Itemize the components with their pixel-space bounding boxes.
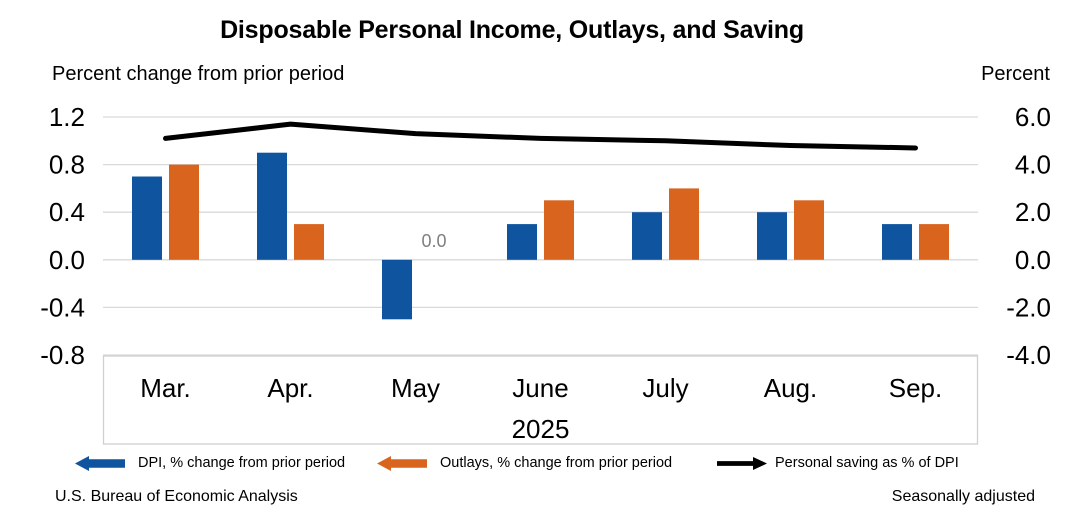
category-axis-box	[102, 355, 979, 445]
category-label: May	[391, 373, 440, 403]
saving-rate-line	[163, 121, 918, 151]
bar-dpi	[632, 212, 662, 260]
legend-item-saving: Personal saving as % of DPI	[717, 455, 959, 471]
bar-dpi	[882, 224, 912, 260]
bar-dpi	[757, 212, 787, 260]
category-label: Apr.	[267, 373, 313, 403]
bar-dpi	[132, 176, 162, 260]
right-axis-title: Percent	[981, 63, 1050, 85]
left-axis-title: Percent change from prior period	[52, 63, 345, 85]
category-label: June	[512, 373, 568, 403]
right-axis-tick: -4.0	[1006, 340, 1051, 370]
outlays-legend-arrow-icon	[377, 455, 427, 471]
year-label: 2025	[512, 414, 570, 444]
legend-label-saving: Personal saving as % of DPI	[775, 455, 959, 471]
right-axis-tick: 6.0	[1015, 102, 1051, 132]
bar-dpi	[257, 152, 287, 260]
bar-outlays	[169, 164, 199, 260]
category-label: Sep.	[889, 373, 943, 403]
left-axis-tick: 0.0	[49, 245, 85, 275]
category-label: July	[642, 373, 688, 403]
bar-dpi	[507, 224, 537, 260]
zero-value-label: 0.0	[421, 231, 446, 251]
legend-item-dpi: DPI, % change from prior period	[75, 455, 345, 471]
bar-outlays	[669, 188, 699, 260]
left-axis-tick: 0.4	[49, 197, 85, 227]
right-axis-tick: 4.0	[1015, 150, 1051, 180]
left-axis-tick: -0.4	[40, 292, 85, 322]
left-axis-tick: 0.8	[49, 150, 85, 180]
legend-label-dpi: DPI, % change from prior period	[138, 455, 346, 471]
source-note: U.S. Bureau of Economic Analysis	[55, 488, 298, 505]
legend-label-outlays: Outlays, % change from prior period	[440, 455, 673, 471]
bar-dpi	[382, 259, 412, 320]
bar-outlays	[544, 200, 574, 260]
right-axis-tick: 2.0	[1015, 197, 1051, 227]
category-label: Mar.	[140, 373, 191, 403]
saving-legend-arrow-icon	[717, 456, 767, 470]
chart-title: Disposable Personal Income, Outlays, and…	[220, 16, 804, 44]
legend-item-outlays: Outlays, % change from prior period	[377, 455, 672, 471]
right-axis-tick: 0.0	[1015, 245, 1051, 275]
left-axis-tick: -0.8	[40, 340, 85, 370]
dpi-legend-arrow-icon	[75, 455, 125, 471]
bar-outlays	[294, 224, 324, 260]
bar-outlays	[919, 224, 949, 260]
category-label: Aug.	[764, 373, 818, 403]
bar-outlays	[794, 200, 824, 260]
left-axis-tick: 1.2	[49, 102, 85, 132]
adjustment-note: Seasonally adjusted	[891, 488, 1035, 505]
right-axis-tick: -2.0	[1006, 292, 1051, 322]
